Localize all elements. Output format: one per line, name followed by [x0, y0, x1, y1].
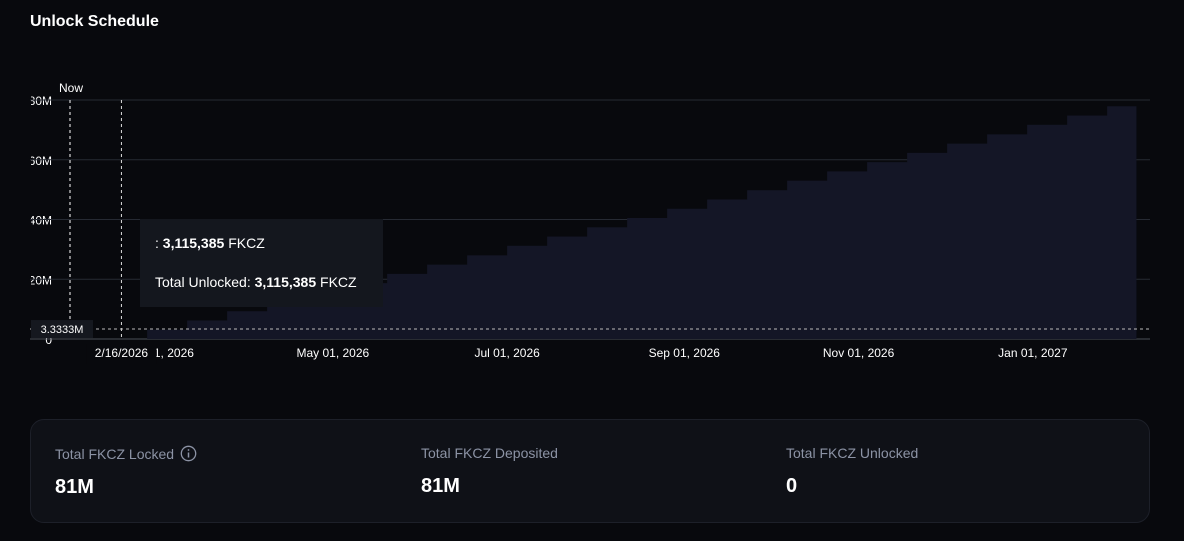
- tooltip-unit: FKCZ: [320, 274, 357, 290]
- unlock-step: [547, 236, 588, 339]
- unlock-step: [907, 152, 948, 339]
- unlock-step: [267, 301, 308, 339]
- x-tick-label: May 01, 2026: [296, 346, 369, 360]
- unlock-step: [1027, 124, 1068, 339]
- stat: Total FKCZ Locked 81M: [55, 445, 197, 499]
- x-tick-label: Sep 01, 2026: [649, 346, 721, 360]
- x-tick-label: Nov 01, 2026: [823, 346, 895, 360]
- unlock-step: [667, 208, 708, 339]
- now-label: Now: [59, 81, 83, 95]
- tooltip-value: 3,115,385: [254, 274, 317, 290]
- unlock-step: [227, 311, 268, 339]
- unlock-step: [147, 329, 188, 339]
- unlock-step: [787, 180, 828, 339]
- unlock-step: [747, 190, 788, 339]
- stat-value: 81M: [421, 475, 460, 497]
- y-tick-label: 20M: [29, 273, 52, 287]
- unlock-step: [427, 264, 468, 339]
- x-tick-label: Jan 01, 2027: [998, 346, 1068, 360]
- crosshair-x-badge: [86, 344, 157, 364]
- x-tick-label: Jul 01, 2026: [474, 346, 540, 360]
- stat: Total FKCZ Deposited 81M: [421, 445, 558, 498]
- stat-label: Total FKCZ Unlocked: [786, 445, 919, 461]
- page-title: Unlock Schedule: [30, 13, 159, 30]
- stat-value: 0: [786, 475, 798, 497]
- crosshair-x-label: 2/16/2026: [95, 346, 149, 360]
- unlock-step: [1067, 115, 1108, 339]
- unlock-step: [987, 134, 1028, 339]
- unlock-step: [827, 171, 868, 339]
- tooltip-value: 3,115,385: [162, 235, 225, 251]
- unlock-step: [627, 218, 668, 339]
- tooltip-prefix: Total Unlocked:: [155, 274, 251, 290]
- unlock-step: [467, 255, 508, 339]
- stat-value: 81M: [55, 476, 94, 498]
- tooltip-prefix: :: [155, 235, 159, 251]
- unlock-step: [187, 320, 228, 339]
- tooltip: : 3,115,385 FKCZ Total Unlocked: 3,115,3…: [140, 219, 383, 307]
- unlock-step: [587, 227, 628, 339]
- unlock-step: [707, 199, 748, 339]
- unlock-step: [867, 162, 908, 339]
- crosshair-y-label: 3.3333M: [41, 324, 84, 336]
- unlock-step: [507, 245, 548, 339]
- unlock-step: [947, 143, 988, 339]
- y-axis: 0 20M 40M 60M 80M: [29, 94, 52, 347]
- unlock-step: [387, 273, 428, 339]
- y-tick-label: 80M: [29, 94, 52, 108]
- tooltip-row: : 3,115,385 FKCZ: [155, 235, 265, 251]
- unlock-step: [1107, 106, 1137, 340]
- y-tick-label: 60M: [29, 154, 52, 168]
- stats-card: Total FKCZ Locked 81M Total FKCZ Deposit…: [30, 419, 1150, 523]
- stat-label: Total FKCZ Deposited: [421, 445, 558, 461]
- stat-label: Total FKCZ Locked: [55, 445, 175, 462]
- info-icon[interactable]: [180, 445, 197, 462]
- crosshair-y-badge: [31, 320, 93, 339]
- stat: Total FKCZ Unlocked 0: [786, 445, 918, 498]
- y-tick-label: 40M: [29, 214, 52, 228]
- tooltip-unit: FKCZ: [228, 235, 265, 251]
- y-tick-label: 0: [45, 333, 52, 347]
- tooltip-row: Total Unlocked: 3,115,385 FKCZ: [155, 274, 357, 290]
